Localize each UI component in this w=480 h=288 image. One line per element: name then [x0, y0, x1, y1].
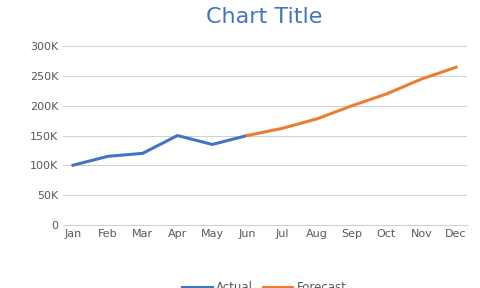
Title: Chart Title: Chart Title: [206, 7, 322, 27]
Legend: Actual, Forecast: Actual, Forecast: [177, 276, 351, 288]
